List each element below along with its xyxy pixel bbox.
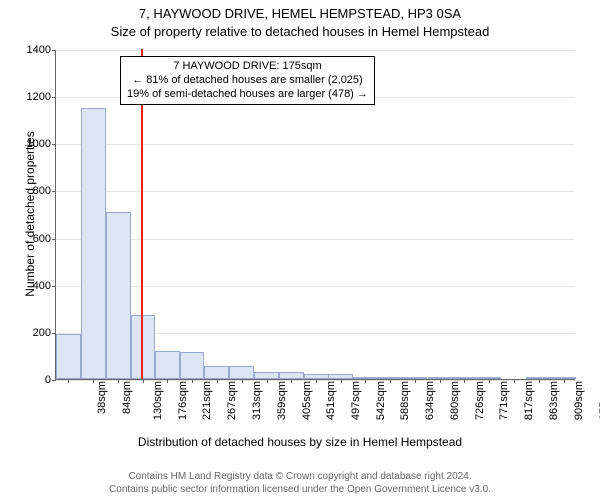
histogram-bar [155,351,180,379]
histogram-bar [106,212,131,379]
x-tick-label: 771sqm [498,381,510,420]
x-tick-mark [415,379,416,383]
x-tick-mark [514,379,515,383]
grid-line [56,50,575,51]
x-tick-label: 497sqm [350,381,362,420]
x-tick-label: 267sqm [226,381,238,420]
y-tick-label: 0 [45,374,56,386]
x-tick-mark [341,379,342,383]
y-tick-label: 1200 [27,91,56,103]
y-tick-label: 1400 [27,44,56,56]
x-tick-label: 38sqm [96,381,108,414]
x-tick-mark [242,379,243,383]
x-tick-mark [564,379,565,383]
chart-container: 7, HAYWOOD DRIVE, HEMEL HEMPSTEAD, HP3 0… [0,0,600,500]
histogram-bar [204,366,229,379]
x-tick-label: 313sqm [251,381,263,420]
x-tick-label: 130sqm [152,381,164,420]
x-tick-label: 726sqm [474,381,486,420]
x-tick-label: 817sqm [523,381,535,420]
y-axis-label: Number of detached properties [23,114,37,314]
histogram-bar [254,372,279,379]
x-tick-label: 909sqm [573,381,585,420]
x-tick-label: 359sqm [276,381,288,420]
x-tick-mark [539,379,540,383]
x-tick-label: 176sqm [177,381,189,420]
x-tick-mark [464,379,465,383]
x-tick-label: 542sqm [375,381,387,420]
grid-line [56,286,575,287]
x-tick-mark [365,379,366,383]
attribution: Contains HM Land Registry data © Crown c… [0,471,600,496]
annotation-line-2: ← 81% of detached houses are smaller (2,… [127,74,368,88]
attribution-line-1: Contains HM Land Registry data © Crown c… [0,471,600,484]
grid-line [56,239,575,240]
annotation-box: 7 HAYWOOD DRIVE: 175sqm ← 81% of detache… [120,56,375,105]
x-tick-mark [316,379,317,383]
x-tick-mark [291,379,292,383]
annotation-line-3: 19% of semi-detached houses are larger (… [127,88,368,102]
x-tick-label: 405sqm [301,381,313,420]
x-tick-mark [217,379,218,383]
x-tick-mark [192,379,193,383]
attribution-line-2: Contains public sector information licen… [0,484,600,497]
grid-line [56,191,575,192]
x-tick-label: 451sqm [326,381,338,420]
histogram-bar [279,372,304,379]
chart-title-sub: Size of property relative to detached ho… [0,24,600,39]
x-tick-mark [143,379,144,383]
x-tick-mark [118,379,119,383]
annotation-line-1: 7 HAYWOOD DRIVE: 175sqm [127,60,368,74]
x-tick-mark [93,379,94,383]
x-tick-mark [489,379,490,383]
x-tick-mark [267,379,268,383]
grid-line [56,144,575,145]
x-axis-label: Distribution of detached houses by size … [0,435,600,449]
x-tick-label: 588sqm [400,381,412,420]
x-tick-label: 680sqm [449,381,461,420]
histogram-bar [81,108,106,379]
x-tick-mark [440,379,441,383]
chart-title-main: 7, HAYWOOD DRIVE, HEMEL HEMPSTEAD, HP3 0… [0,6,600,21]
x-tick-label: 221sqm [201,381,213,420]
x-tick-label: 634sqm [424,381,436,420]
x-tick-label: 84sqm [121,381,133,414]
x-tick-label: 863sqm [548,381,560,420]
y-tick-label: 200 [33,327,56,339]
histogram-bar [180,352,205,379]
histogram-bar [229,366,254,379]
histogram-bar [56,334,81,379]
x-tick-mark [390,379,391,383]
x-tick-mark [167,379,168,383]
x-tick-mark [68,379,69,383]
